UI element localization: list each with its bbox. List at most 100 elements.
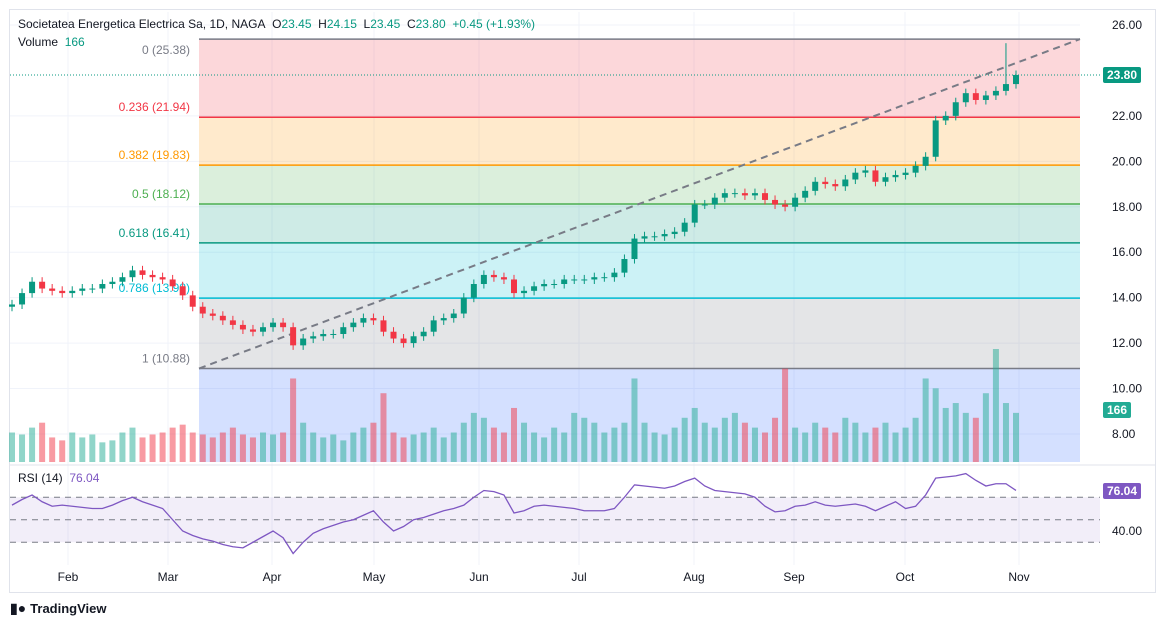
candle-body (922, 156, 929, 166)
fib-level-label: 0.5 (18.12) (132, 187, 190, 201)
volume-bar (641, 422, 648, 462)
volume-bar (29, 427, 36, 462)
volume-bar (912, 417, 919, 462)
candle-body (932, 120, 939, 157)
candle-body (822, 181, 829, 185)
last-volume-badge: 166 (1103, 402, 1132, 418)
volume-legend: Volume 166 (18, 35, 85, 49)
volume-bar (741, 422, 748, 462)
symbol-legend: Societatea Energetica Electrica Sa, 1D, … (18, 17, 535, 31)
candle-body (159, 277, 166, 280)
candle-body (149, 274, 156, 278)
candle-body (440, 318, 447, 321)
candle-body (691, 204, 698, 223)
volume-bar (942, 407, 949, 462)
volume-bar (420, 432, 427, 462)
candle-body (460, 297, 467, 314)
volume-bar (350, 432, 357, 462)
volume-bar (139, 437, 146, 462)
candle-body (350, 322, 357, 328)
candle-body (29, 281, 36, 294)
volume-bar (962, 412, 969, 462)
volume-bar (470, 412, 477, 462)
candle-body (972, 93, 979, 100)
volume-bar (39, 422, 46, 462)
volume-bar (782, 368, 789, 462)
candle-body (872, 170, 879, 182)
candle-body (882, 177, 889, 182)
close-label: C (406, 17, 416, 31)
candle-body (942, 115, 949, 121)
candle-body (139, 270, 146, 275)
candle-body (119, 277, 126, 282)
volume-bar (832, 432, 839, 462)
last-rsi-badge: 76.04 (1103, 483, 1142, 499)
candle-body (751, 193, 758, 196)
time-tick-label: Apr (263, 570, 282, 584)
tradingview-logo[interactable]: ▮● TradingView (10, 600, 107, 617)
candle-body (380, 320, 387, 332)
volume-bar (1013, 412, 1019, 462)
rsi-tick-label: 40.00 (1112, 524, 1142, 538)
volume-bar (611, 427, 618, 462)
volume-bar (882, 422, 889, 462)
candle-body (490, 274, 497, 278)
time-tick-label: Sep (783, 570, 805, 584)
candle-body (832, 184, 839, 187)
brand-text: TradingView (30, 601, 107, 616)
candle-body (621, 259, 628, 273)
candle-body (410, 336, 417, 344)
open-value: 23.45 (281, 17, 312, 31)
candle-body (902, 172, 909, 175)
candle-body (500, 277, 507, 280)
price-tick-label: 12.00 (1112, 336, 1142, 350)
volume-bar (169, 427, 176, 462)
volume-bar (400, 437, 407, 462)
volume-bar (480, 417, 487, 462)
volume-bar (892, 432, 899, 462)
candle-body (430, 320, 437, 332)
candle-body (470, 284, 477, 298)
candle-body (260, 327, 266, 332)
candle-body (239, 324, 246, 330)
volume-bar (651, 432, 658, 462)
candle-body (651, 236, 658, 238)
symbol-title: Societatea Energetica Electrica Sa, 1D, … (18, 17, 266, 31)
volume-bar (792, 427, 799, 462)
volume-bar (460, 422, 467, 462)
volume-bar (490, 427, 497, 462)
volume-bar (300, 422, 307, 462)
candle-body (480, 274, 487, 285)
volume-bar (89, 434, 96, 462)
candle-body (952, 102, 959, 116)
volume-bar (551, 427, 558, 462)
candle-body (39, 281, 46, 289)
fib-trend-line (198, 38, 1081, 370)
fib-zone-fill (199, 204, 1080, 243)
candle-body (19, 293, 26, 305)
volume-bar (340, 440, 347, 462)
open-label: O (272, 17, 282, 31)
volume-value: 166 (64, 35, 85, 49)
rsi-line (11, 472, 1017, 555)
candle-body (1013, 74, 1019, 85)
candle-body (721, 193, 728, 198)
rsi-legend: RSI (14) 76.04 (18, 471, 99, 485)
candle-body (992, 90, 999, 96)
candle-body (49, 288, 56, 291)
chart-frame (9, 9, 1156, 593)
volume-bar (320, 437, 327, 462)
volume-bar (561, 432, 568, 462)
volume-bar (99, 442, 106, 462)
candle-body (631, 238, 638, 260)
fib-zone-fill (199, 165, 1080, 205)
fib-level-label: 0 (25.38) (142, 43, 190, 57)
candle-body (169, 279, 176, 287)
volume-bar (852, 422, 859, 462)
volume-bar (310, 432, 317, 462)
volume-bar (581, 417, 588, 462)
volume-bar (280, 432, 287, 462)
time-tick-label: May (363, 570, 386, 584)
candle-body (450, 313, 457, 319)
